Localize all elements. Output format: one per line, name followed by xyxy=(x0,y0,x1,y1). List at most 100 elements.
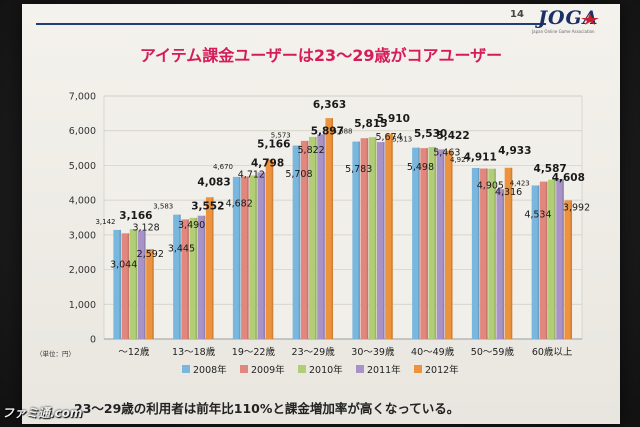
bar-shade xyxy=(143,230,146,339)
bar-shade xyxy=(323,134,325,339)
x-tick-label: 50～59歳 xyxy=(471,346,515,358)
legend-label: 2009年 xyxy=(251,364,285,376)
legend-label: 2011年 xyxy=(367,364,401,376)
y-tick-label: 0 xyxy=(90,335,96,346)
bar-shade xyxy=(562,179,564,339)
bar xyxy=(292,145,301,339)
data-label: 4,670 xyxy=(213,163,233,171)
bar xyxy=(300,140,309,339)
legend-label: 2012年 xyxy=(425,364,459,376)
y-tick-label: 1,000 xyxy=(69,300,96,311)
watermark: ファミ通.com xyxy=(2,406,83,420)
slide-title: アイテム課金ユーザーは23～29歳がコアユーザー xyxy=(139,46,503,65)
bar xyxy=(444,150,453,339)
legend-swatch xyxy=(240,365,248,373)
y-tick-label: 6,000 xyxy=(69,126,96,137)
data-label: 4,682 xyxy=(226,198,253,209)
legend-swatch xyxy=(356,365,364,373)
x-tick-label: 30～39歳 xyxy=(351,346,395,358)
bar-shade xyxy=(486,168,488,339)
bar-shade xyxy=(315,136,317,339)
bar xyxy=(352,141,360,339)
bar-shade xyxy=(263,172,266,339)
x-tick-label: ～12歳 xyxy=(118,346,150,358)
bar-shade xyxy=(418,147,420,339)
bar xyxy=(189,217,198,339)
y-tick-label: 4,000 xyxy=(69,196,96,207)
bar xyxy=(265,159,274,339)
data-label: 4,911 xyxy=(464,152,497,164)
bar xyxy=(548,179,556,339)
bar-shade xyxy=(211,197,214,339)
bar-shade xyxy=(545,181,548,339)
bar xyxy=(121,233,130,339)
data-label: 5,573 xyxy=(271,132,291,140)
bar-shade xyxy=(554,179,556,339)
y-tick-label: 5,000 xyxy=(69,161,96,172)
bar xyxy=(480,168,488,339)
data-label: 5,708 xyxy=(285,169,312,180)
data-label: 5,463 xyxy=(433,147,460,158)
bar xyxy=(564,200,573,339)
data-label: 3,044 xyxy=(110,259,137,270)
bar-shade xyxy=(434,147,437,339)
bar xyxy=(504,167,513,339)
bar xyxy=(488,168,496,339)
bar-shade xyxy=(331,118,334,339)
bar xyxy=(325,118,334,339)
data-label: 4,587 xyxy=(534,163,567,175)
data-label: 4,927 xyxy=(450,156,470,164)
data-label: 3,166 xyxy=(119,210,152,222)
bar-shade xyxy=(366,138,369,339)
bar-shade xyxy=(119,229,121,339)
bar-shade xyxy=(247,176,249,339)
bar-shade xyxy=(510,167,513,339)
presentation-slide: 14 JOGA Japan Online Game Association アイ… xyxy=(22,4,620,424)
data-label: 5,822 xyxy=(298,145,325,156)
bar-shade xyxy=(179,214,181,339)
bar-shade xyxy=(127,233,130,339)
data-label: 5,688 xyxy=(332,128,352,136)
bar xyxy=(232,176,241,339)
logo-text: JOGA xyxy=(538,7,599,29)
data-label: 5,498 xyxy=(407,162,434,173)
legend-swatch xyxy=(298,365,306,373)
bar xyxy=(241,176,249,339)
x-tick-label: 19～22歳 xyxy=(232,346,276,358)
joga-logo: JOGA Japan Online Game Association xyxy=(530,7,614,37)
bar-shade xyxy=(477,167,480,339)
data-label: 4,423 xyxy=(510,179,530,187)
data-label: 4,316 xyxy=(495,187,522,198)
bar-chart: 0 1,000 2,000 3,000 4,000 5,000 6,000 7,000 （単位：… xyxy=(36,92,590,377)
data-label: 5,530 xyxy=(414,128,447,140)
data-label: 3,445 xyxy=(168,243,195,254)
bar-shade xyxy=(187,219,189,339)
bar-shade xyxy=(426,148,428,339)
bar-shade xyxy=(195,217,198,339)
data-label: 4,712 xyxy=(238,169,265,180)
data-label: 5,422 xyxy=(436,130,469,142)
bar xyxy=(556,179,564,339)
data-label: 5,897 xyxy=(311,125,344,137)
bar-shade xyxy=(494,168,496,339)
bar xyxy=(376,142,385,339)
bar xyxy=(146,249,154,339)
header-rule xyxy=(36,23,546,25)
bar xyxy=(385,133,393,339)
bar-shade xyxy=(203,215,206,339)
bar xyxy=(317,134,325,339)
data-label: 3,490 xyxy=(178,220,205,231)
bar-shade xyxy=(255,175,257,339)
bar-shade xyxy=(442,149,445,339)
star-figure-icon xyxy=(581,13,599,25)
data-label: 4,608 xyxy=(552,172,585,184)
bar-shade xyxy=(271,159,274,339)
bar xyxy=(197,215,206,339)
bar xyxy=(471,167,480,339)
bar xyxy=(137,230,146,339)
x-tick-label: 13～18歳 xyxy=(172,346,216,358)
data-label: 3,128 xyxy=(132,222,159,233)
bar xyxy=(368,137,377,339)
data-label: 4,933 xyxy=(498,145,531,157)
